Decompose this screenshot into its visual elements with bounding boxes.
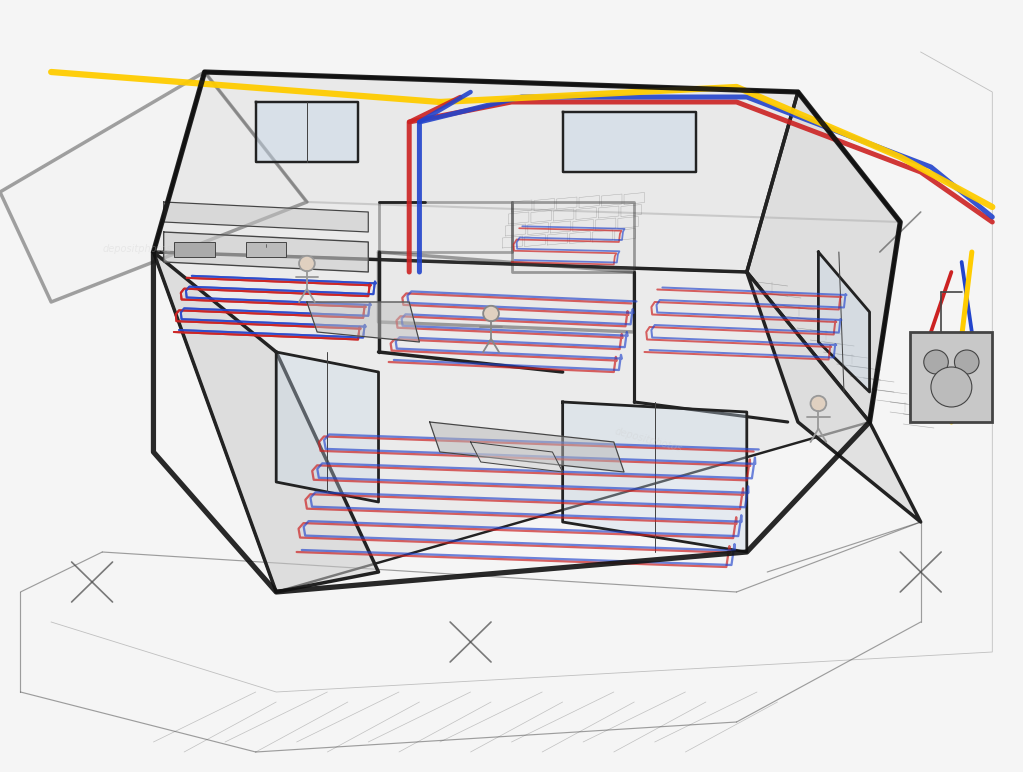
Polygon shape [379,252,634,332]
Circle shape [299,256,315,271]
Bar [246,242,286,257]
Bar [910,332,992,422]
Polygon shape [379,202,512,252]
Polygon shape [164,232,368,272]
Polygon shape [276,352,379,502]
Polygon shape [512,202,634,272]
Polygon shape [256,102,358,162]
Polygon shape [563,112,696,172]
Circle shape [931,367,972,407]
Circle shape [810,396,827,411]
Text: depositphotos: depositphotos [614,426,683,454]
Polygon shape [307,302,419,342]
Polygon shape [164,202,368,232]
Bar [174,242,215,257]
Polygon shape [563,402,747,552]
Polygon shape [818,252,870,392]
Text: depositphotos: depositphotos [102,244,172,254]
Circle shape [483,306,499,321]
Polygon shape [153,252,379,592]
Polygon shape [430,422,624,472]
Polygon shape [747,92,900,422]
Polygon shape [747,272,921,522]
Polygon shape [0,72,307,302]
Circle shape [954,350,979,374]
Polygon shape [153,252,870,592]
Polygon shape [471,442,563,472]
Polygon shape [153,72,798,272]
Circle shape [924,350,948,374]
